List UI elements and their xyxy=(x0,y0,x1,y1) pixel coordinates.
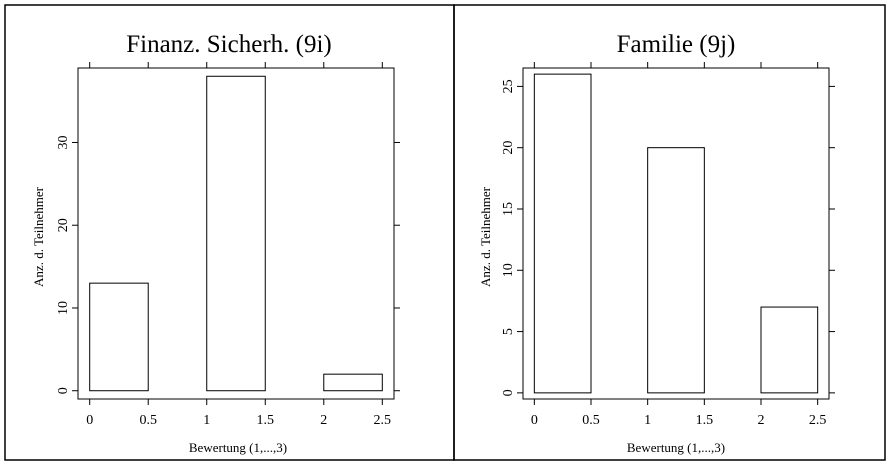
y-tick-label: 10 xyxy=(501,263,516,277)
plot-area xyxy=(522,67,830,400)
chart-familie: Familie (9j) 0 0.5 1 1.5 2 2.5 0 5 10 15 20 25 Bew… xyxy=(478,31,835,455)
x-tick-label: 2.5 xyxy=(809,413,827,428)
y-tick-label: 10 xyxy=(56,301,71,315)
x-tick-label: 0.5 xyxy=(582,413,600,428)
y-tick-label: 20 xyxy=(56,218,71,232)
x-tick-label: 0 xyxy=(86,413,93,428)
y-axis-label: Anz. d. Teilnehmer xyxy=(478,186,493,287)
x-axis-label: Bewertung (1,...,3) xyxy=(189,440,287,455)
y-tick-label: 30 xyxy=(56,135,71,149)
bar-0 xyxy=(89,282,149,392)
chart-finanz-sicherh: Finanz. Sicherh. (9i) 0 0.5 1 1.5 2 2.5 0 10 20… xyxy=(31,31,400,455)
y-axis-label: Anz. d. Teilnehmer xyxy=(31,186,46,287)
x-tick-label: 0.5 xyxy=(139,413,157,428)
chart-title: Finanz. Sicherh. (9i) xyxy=(126,31,332,58)
x-tick-label: 0 xyxy=(531,413,538,428)
x-tick-label: 1.5 xyxy=(257,413,275,428)
x-tick-label: 2 xyxy=(758,413,765,428)
chart-title: Familie (9j) xyxy=(617,31,736,58)
bar-1 xyxy=(206,75,266,392)
x-tick-label: 1.5 xyxy=(696,413,714,428)
bar-2 xyxy=(323,373,383,392)
x-tick-label: 1 xyxy=(203,413,210,428)
x-axis-label: Bewertung (1,...,3) xyxy=(627,440,725,455)
y-tick-label: 5 xyxy=(501,328,516,335)
x-tick-label: 2.5 xyxy=(374,413,392,428)
y-tick-label: 25 xyxy=(501,79,516,93)
plot-area xyxy=(77,67,395,400)
bar-2 xyxy=(760,306,819,394)
x-tick-label: 2 xyxy=(320,413,327,428)
y-tick-label: 15 xyxy=(501,202,516,216)
bar-1 xyxy=(647,147,705,394)
bar-0 xyxy=(533,73,592,394)
x-tick-label: 1 xyxy=(644,413,651,428)
y-tick-label: 0 xyxy=(56,387,71,394)
y-tick-label: 0 xyxy=(501,389,516,396)
y-tick-label: 20 xyxy=(501,141,516,155)
panel-frame-right xyxy=(453,4,886,461)
